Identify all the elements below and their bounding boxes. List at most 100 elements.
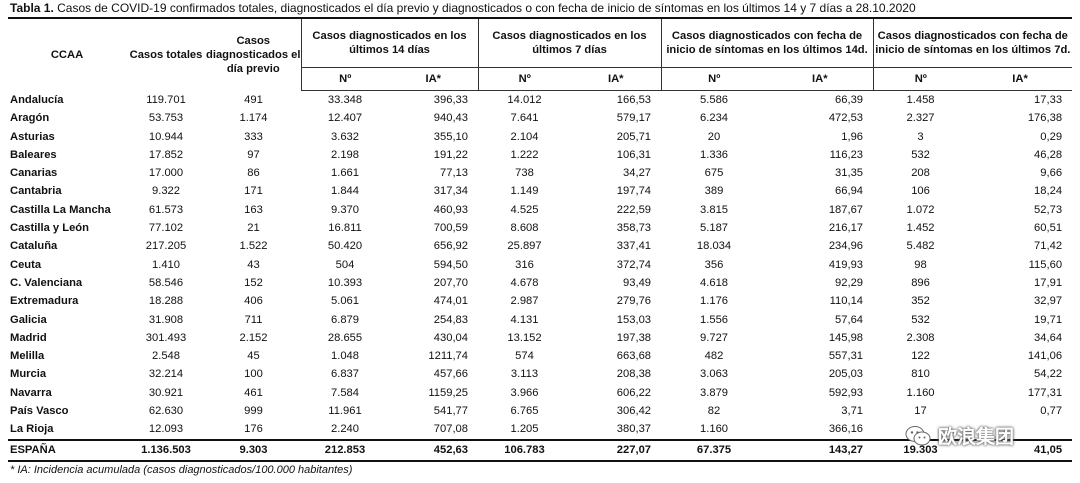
cell-ccaa-name: Castilla La Mancha bbox=[10, 203, 111, 216]
cell-casos-dia-previo: 43 bbox=[247, 258, 260, 271]
table-row: Galicia 31.908 711 6.879 254,83 4.131 153,03 1.… bbox=[8, 311, 1072, 329]
total-n-sintomas-14d: 67.375 bbox=[661, 438, 768, 462]
cell-ia-7-dias: 279,76 bbox=[616, 295, 652, 308]
cell-casos-totales: 301.493 bbox=[145, 331, 187, 344]
cell-ia-sintomas-14d: 419,93 bbox=[828, 258, 864, 271]
cell-casos-dia-previo: 333 bbox=[244, 130, 263, 143]
cell-ia-sintomas-14d: 31,35 bbox=[835, 167, 864, 180]
table-row: Aragón 53.753 1.174 12.407 940,43 7.641 579,17… bbox=[8, 109, 1072, 127]
cell-casos-dia-previo: 86 bbox=[247, 167, 260, 180]
total-casos-totales: 1.136.503 bbox=[126, 438, 206, 462]
cell-casos-totales: 1.410 bbox=[152, 258, 180, 271]
cell-ia-14-dias: 656,92 bbox=[433, 240, 468, 253]
cell-n-sintomas-14d: 1.336 bbox=[700, 148, 729, 161]
cell-ia-sintomas-7d: 18,24 bbox=[1034, 185, 1063, 198]
total-ia-sintomas-14d: 143,27 bbox=[767, 438, 874, 462]
cell-casos-totales: 31.908 bbox=[148, 313, 184, 326]
cell-ccaa-name: Madrid bbox=[10, 331, 47, 344]
total-ia-14-dias: 452,63 bbox=[389, 438, 478, 462]
table-row: Navarra 30.921 461 7.584 1159,25 3.966 606,22 3… bbox=[8, 384, 1072, 402]
cell-ia-sintomas-7d: 60,51 bbox=[1034, 222, 1063, 235]
cell-n-sintomas-7d: 532 bbox=[911, 148, 930, 161]
cell-n-sintomas-14d: 3.879 bbox=[700, 386, 729, 399]
table-body: Andalucía 119.701 491 33.348 396,33 14.012 166… bbox=[8, 91, 1072, 440]
cell-casos-dia-previo: 461 bbox=[244, 386, 263, 399]
table-row: Cataluña 217.205 1.522 50.420 656,92 25.897 33… bbox=[8, 237, 1072, 255]
cell-casos-totales: 119.701 bbox=[146, 93, 186, 106]
cell-n-sintomas-14d: 389 bbox=[704, 185, 724, 198]
table-row: C. Valenciana 58.546 152 10.393 207,70 4.678 9… bbox=[8, 274, 1072, 292]
cell-casos-totales: 62.630 bbox=[148, 405, 184, 418]
table-row: Castilla y León 77.102 21 16.811 700,59 8.608… bbox=[8, 219, 1072, 237]
table-row: Baleares 17.852 97 2.198 191,22 1.222 106,31 1.… bbox=[8, 146, 1072, 164]
cell-n-sintomas-14d: 5.586 bbox=[700, 94, 729, 106]
cell-n-14-dias: 2.240 bbox=[331, 423, 359, 436]
cell-ccaa-name: Castilla y León bbox=[10, 222, 89, 235]
cell-ccaa-name: Aragón bbox=[10, 112, 50, 125]
cell-n-sintomas-7d: 122 bbox=[911, 350, 930, 363]
cell-n-sintomas-7d: 810 bbox=[911, 368, 930, 381]
cell-ia-sintomas-14d: 234,96 bbox=[828, 240, 864, 253]
cell-n-7-dias: 2.987 bbox=[510, 295, 539, 308]
cell-ia-sintomas-7d: 34,64 bbox=[1034, 331, 1063, 344]
cell-n-sintomas-14d: 18.034 bbox=[696, 240, 732, 253]
cell-n-sintomas-7d: 1.072 bbox=[906, 203, 935, 216]
cell-ia-sintomas-14d: 366,16 bbox=[828, 423, 864, 436]
cell-ia-sintomas-14d: 472,53 bbox=[828, 112, 864, 125]
cell-ia-14-dias: 355,10 bbox=[433, 130, 468, 143]
cell-ia-sintomas-14d: 116,23 bbox=[829, 148, 864, 161]
subheader-n: Nº bbox=[477, 67, 571, 91]
table-row: Madrid 301.493 2.152 28.655 430,04 13.152 197,… bbox=[8, 329, 1072, 347]
subheader-ia: IA* bbox=[571, 67, 662, 91]
cell-ia-sintomas-14d: 1,96 bbox=[841, 130, 864, 143]
cell-n-14-dias: 1.844 bbox=[331, 185, 359, 198]
cell-ia-7-dias: 358,73 bbox=[616, 222, 652, 235]
cell-ia-sintomas-14d: 216,17 bbox=[828, 222, 864, 235]
cell-n-7-dias: 738 bbox=[515, 167, 534, 180]
cell-ia-sintomas-14d: 3,71 bbox=[841, 405, 864, 418]
cell-n-sintomas-14d: 356 bbox=[704, 258, 724, 271]
cell-ia-sintomas-14d: 66,94 bbox=[835, 185, 864, 198]
cell-n-14-dias: 5.061 bbox=[331, 295, 359, 308]
cell-ia-sintomas-14d: 145,98 bbox=[828, 331, 864, 344]
cell-casos-dia-previo: 2.152 bbox=[239, 331, 268, 344]
cell-casos-dia-previo: 152 bbox=[244, 276, 263, 289]
cell-ia-sintomas-7d: 32,97 bbox=[1034, 295, 1063, 308]
watermark-text: 欧浪集团 bbox=[938, 427, 1015, 448]
cell-n-7-dias: 13.152 bbox=[507, 331, 542, 344]
cell-n-7-dias: 2.104 bbox=[510, 130, 539, 143]
cell-ia-14-dias: 474,01 bbox=[433, 295, 468, 308]
cell-ia-sintomas-7d: 115,60 bbox=[1028, 258, 1063, 271]
cell-ia-sintomas-14d: 557,31 bbox=[828, 350, 864, 363]
cell-ia-7-dias: 337,41 bbox=[616, 240, 652, 253]
table-row: Andalucía 119.701 491 33.348 396,33 14.012 166… bbox=[8, 91, 1072, 110]
cell-n-sintomas-7d: 208 bbox=[911, 167, 930, 180]
cell-ia-14-dias: 1159,25 bbox=[428, 386, 468, 399]
cell-ia-sintomas-14d: 92,29 bbox=[835, 276, 864, 289]
total-row: ESPAÑA 1.136.503 9.303 212.853 452,63 106.783… bbox=[8, 438, 1073, 462]
cell-n-14-dias: 1.661 bbox=[331, 167, 359, 180]
subheader-n: Nº bbox=[660, 67, 768, 91]
cell-ia-14-dias: 254,83 bbox=[433, 313, 468, 326]
cell-ia-7-dias: 306,42 bbox=[616, 405, 652, 418]
cell-ia-sintomas-7d: 0,29 bbox=[1040, 130, 1063, 143]
cell-ia-sintomas-7d: 71,42 bbox=[1034, 240, 1063, 253]
cell-casos-totales: 2.548 bbox=[152, 350, 180, 363]
cell-ia-14-dias: 707,08 bbox=[433, 423, 468, 436]
cell-ia-sintomas-7d: 52,73 bbox=[1034, 203, 1063, 216]
cell-casos-dia-previo: 711 bbox=[244, 313, 263, 326]
cell-casos-dia-previo: 176 bbox=[244, 423, 263, 436]
cell-ccaa-name: Baleares bbox=[10, 148, 57, 161]
table-row: Murcia 32.214 100 6.837 457,66 3.113 208,38 3.0… bbox=[8, 365, 1072, 383]
cell-n-sintomas-14d: 1.176 bbox=[700, 295, 729, 308]
header-group-sintomas-14d: Casos diagnosticados con fecha de inicio… bbox=[660, 17, 874, 68]
cell-ia-14-dias: 460,93 bbox=[433, 203, 468, 216]
cell-ccaa-name: Ceuta bbox=[10, 258, 42, 271]
cell-ccaa-name: Cantabria bbox=[10, 185, 62, 198]
header-group-14-dias: Casos diagnosticados en los últimos 14 d… bbox=[300, 17, 478, 68]
cell-ccaa-name: Asturias bbox=[10, 130, 55, 143]
cell-n-sintomas-7d: 106 bbox=[911, 185, 930, 198]
total-n-14-dias: 212.853 bbox=[301, 438, 389, 462]
cell-ccaa-name: Cataluña bbox=[10, 240, 58, 253]
cell-ccaa-name: Navarra bbox=[10, 386, 52, 399]
